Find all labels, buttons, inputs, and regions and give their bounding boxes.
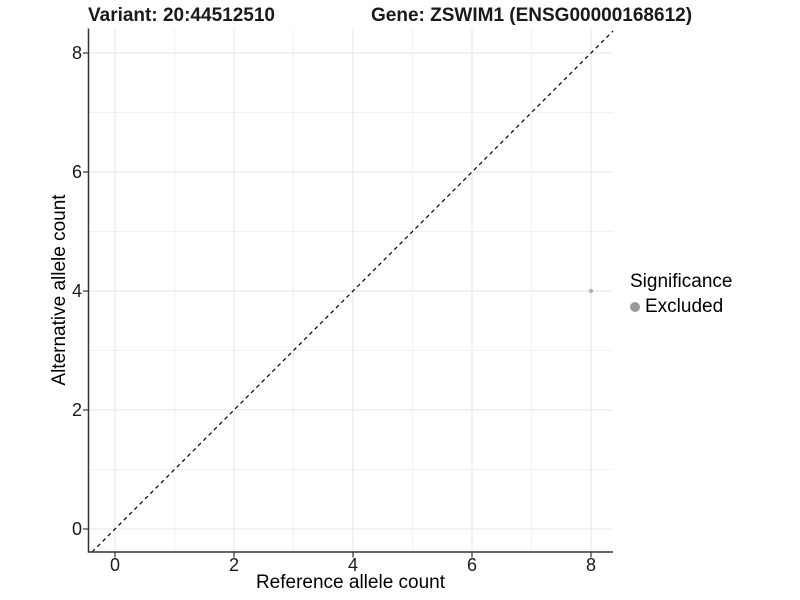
legend-item-label: Excluded (645, 296, 724, 317)
tick-marks (83, 52, 592, 558)
y-tick-label-6: 6 (71, 162, 82, 182)
y-tick-label-8: 8 (71, 43, 82, 63)
identity-line (91, 30, 614, 553)
x-tick-label-4: 4 (347, 555, 358, 575)
axis-lines (87, 28, 613, 553)
identity-line-group (91, 30, 614, 553)
legend-title: Significance (630, 271, 733, 292)
y-tick-label-0: 0 (71, 519, 82, 539)
legend-key-dot-icon (630, 302, 640, 312)
gene-title: Gene: ZSWIM1 (ENSG00000168612) (371, 5, 693, 26)
x-tick-label-6: 6 (466, 555, 477, 575)
legend: Significance Excluded (630, 271, 732, 318)
x-tick-label-8: 8 (585, 555, 596, 575)
y-tick-label-4: 4 (71, 281, 82, 301)
y-axis-title: Alternative allele count (49, 194, 70, 386)
grid-minor (88, 28, 613, 552)
variant-title: Variant: 20:44512510 (88, 5, 275, 26)
legend-item-excluded: Excluded (630, 296, 732, 318)
data-point-excluded (588, 288, 594, 294)
grid-major (88, 28, 613, 552)
x-axis-title: Reference allele count (255, 572, 446, 593)
y-tick-label-2: 2 (71, 400, 82, 420)
x-tick-label-2: 2 (228, 555, 239, 575)
data-points (588, 288, 594, 294)
x-tick-label-0: 0 (109, 555, 120, 575)
